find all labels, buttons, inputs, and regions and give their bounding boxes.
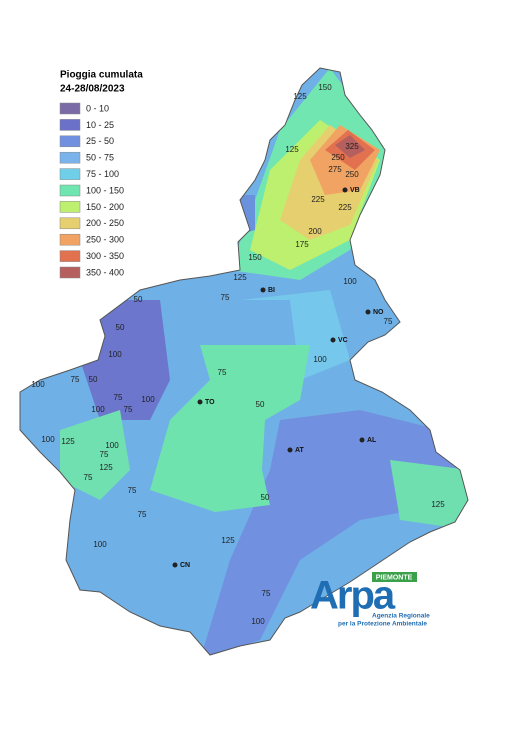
contour-label: 100 bbox=[41, 435, 55, 444]
contour-label: 250 bbox=[331, 153, 345, 162]
legend-label: 300 - 350 bbox=[86, 251, 124, 261]
contour-label: 100 bbox=[313, 355, 327, 364]
legend-swatch bbox=[59, 119, 81, 131]
contour-label: 100 bbox=[93, 540, 107, 549]
contour-label: 125 bbox=[285, 145, 299, 154]
contour-label: 325 bbox=[345, 142, 359, 151]
contour-label: 125 bbox=[431, 500, 445, 509]
contour-label: 75 bbox=[262, 589, 271, 598]
contour-label: 150 bbox=[318, 83, 332, 92]
legend-swatch bbox=[59, 217, 81, 230]
city-label: VC bbox=[338, 337, 348, 344]
contour-label: 100 bbox=[343, 277, 357, 286]
legend-subtitle: 24-28/08/2023 bbox=[60, 84, 125, 95]
legend-swatch bbox=[59, 168, 81, 180]
legend-swatch bbox=[59, 233, 81, 246]
logo: PIEMONTE Arpa Agenzia Regionale per la P… bbox=[310, 572, 430, 628]
city-label: AT bbox=[295, 447, 305, 454]
contour-label: 50 bbox=[89, 375, 98, 384]
city-label: BI bbox=[268, 287, 275, 294]
city-label: AL bbox=[367, 437, 377, 444]
legend-label: 10 - 25 bbox=[86, 120, 114, 130]
contour-label: 50 bbox=[261, 493, 270, 502]
legend-label: 75 - 100 bbox=[86, 169, 119, 179]
contour-label: 225 bbox=[311, 195, 325, 204]
contour-label: 225 bbox=[338, 203, 352, 212]
legend-label: 100 - 150 bbox=[86, 185, 124, 195]
contour-label: 75 bbox=[124, 405, 133, 414]
contour-label: 250 bbox=[345, 170, 359, 179]
legend-swatch bbox=[59, 184, 81, 197]
legend-swatch bbox=[59, 201, 81, 213]
contour-label: 200 bbox=[308, 227, 322, 236]
contour-label: 100 bbox=[141, 395, 155, 404]
contour-label: 150 bbox=[248, 253, 262, 262]
logo-region: PIEMONTE bbox=[376, 574, 413, 581]
city-label: TO bbox=[205, 399, 215, 406]
contour-label: 50 bbox=[134, 295, 143, 304]
city-label: VB bbox=[350, 187, 360, 194]
city-dot bbox=[260, 287, 266, 293]
legend-swatch bbox=[59, 151, 81, 164]
city-label: CN bbox=[180, 562, 190, 569]
contour-label: 125 bbox=[61, 437, 75, 446]
legend-swatch bbox=[59, 135, 81, 148]
contour-label: 125 bbox=[221, 536, 235, 545]
city-dot bbox=[342, 187, 348, 193]
city-dot bbox=[359, 437, 365, 443]
contour-label: 175 bbox=[295, 240, 309, 249]
contour-label: 75 bbox=[71, 375, 80, 384]
legend-label: 250 - 300 bbox=[86, 235, 124, 245]
contour-label: 100 bbox=[108, 350, 122, 359]
city-dot bbox=[197, 399, 203, 405]
legend-label: 0 - 10 bbox=[86, 103, 109, 113]
contour-label: 50 bbox=[256, 400, 265, 409]
legend-label: 50 - 75 bbox=[86, 153, 114, 163]
contour-label: 100 bbox=[251, 617, 265, 626]
logo-band bbox=[372, 572, 417, 582]
contour-label: 75 bbox=[384, 317, 393, 326]
contour-label: 75 bbox=[114, 393, 123, 402]
contour-label: 75 bbox=[100, 450, 109, 459]
contour-label: 125 bbox=[233, 273, 247, 282]
city-label: NO bbox=[373, 309, 384, 316]
city-dot bbox=[330, 337, 336, 343]
contour-label: 75 bbox=[84, 473, 93, 482]
logo-name: Arpa bbox=[310, 574, 396, 618]
contour-label: 100 bbox=[105, 441, 119, 450]
legend-label: 25 - 50 bbox=[86, 136, 114, 146]
legend-swatch bbox=[59, 250, 81, 262]
legend-swatch bbox=[59, 266, 81, 279]
contour-label: 75 bbox=[128, 486, 137, 495]
logo-line: per la Protezione Ambientale bbox=[338, 621, 427, 628]
legend-swatch bbox=[59, 102, 81, 115]
contour-label: 275 bbox=[328, 165, 342, 174]
logo-line: Agenzia Regionale bbox=[372, 613, 430, 620]
contour-label: 75 bbox=[218, 368, 227, 377]
city-dot bbox=[365, 309, 371, 315]
legend-label: 350 - 400 bbox=[86, 267, 124, 277]
legend-title: Pioggia cumulata bbox=[60, 70, 143, 81]
legend-label: 150 - 200 bbox=[86, 202, 124, 212]
contour-label: 50 bbox=[116, 323, 125, 332]
contour-label: 125 bbox=[293, 92, 307, 101]
contour-label: 100 bbox=[91, 405, 105, 414]
contour-label: 75 bbox=[138, 510, 147, 519]
city-dot bbox=[287, 447, 293, 453]
city-dot bbox=[172, 562, 178, 568]
legend-label: 200 - 250 bbox=[86, 218, 124, 228]
contour-label: 125 bbox=[99, 463, 113, 472]
contour-label: 100 bbox=[31, 380, 45, 389]
contour-label: 75 bbox=[221, 293, 230, 302]
